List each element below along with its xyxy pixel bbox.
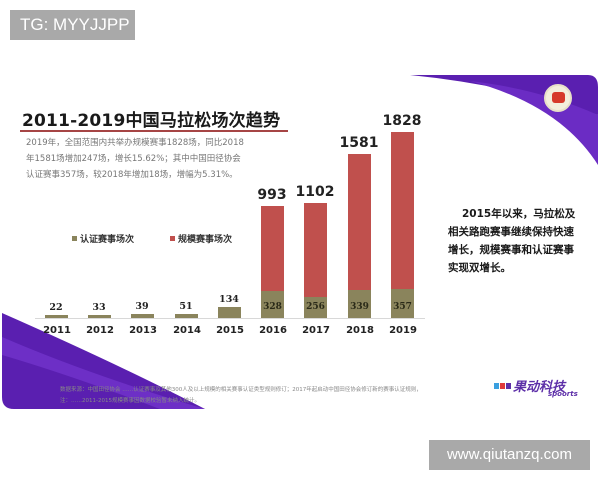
- summary-line: 相关路跑赛事继续保持快速: [448, 226, 574, 238]
- description-line: 年1581场增加247场，增长15.62%；其中中国田径协会: [26, 154, 241, 164]
- description: 2019年，全国范围内共举办规模赛事1828场，同比2018 年1581场增加2…: [26, 135, 251, 183]
- inner-label-2018: 339: [350, 302, 369, 312]
- logo-text: 果动科技: [513, 380, 566, 395]
- value-label-2014: 51: [179, 301, 193, 312]
- value-label-2013: 39: [135, 301, 149, 312]
- summary-line: 实现双增长。: [448, 262, 511, 274]
- x-tick-label: 2011: [43, 325, 71, 336]
- logo-blocks-icon: [494, 382, 511, 389]
- legend-swatch-certified: [72, 236, 77, 241]
- summary-line: 增长，规模赛事和认证赛事: [448, 244, 574, 256]
- footnote-line: 数据来源：中国田径协会 ……认证赛事及其他300人及以上规模的相关赛事认证类型规…: [60, 387, 422, 393]
- legend-label: 认证赛事场次: [80, 235, 135, 245]
- logo-subtext: spoorts: [548, 390, 578, 398]
- legend-item-certified: 认证赛事场次: [72, 232, 134, 245]
- watermark-url-badge: www.qiutanzq.com: [429, 440, 590, 470]
- value-label-2011: 22: [49, 302, 63, 313]
- x-tick-label: 2014: [173, 325, 201, 336]
- value-label-2012: 33: [92, 302, 106, 313]
- x-tick-label: 2012: [86, 325, 114, 336]
- bar-2014: [175, 314, 198, 318]
- bar-2012: [88, 315, 111, 318]
- emblem-flag-icon: [552, 92, 565, 103]
- legend-label: 规模赛事场次: [178, 235, 233, 245]
- value-label-2016: 993: [257, 187, 287, 203]
- description-line: 2019年，全国范围内共举办规模赛事1828场，同比2018: [26, 138, 244, 148]
- x-tick-label: 2016: [259, 325, 287, 336]
- bar-2019: [391, 132, 414, 318]
- chart-title: 2011-2019中国马拉松场次趋势: [22, 111, 281, 131]
- footnote-line: 注：……2011-2015规模赛事因数据校验暂未纳入统计。: [60, 398, 200, 404]
- bar-2011: [45, 315, 68, 318]
- value-label-2015: 134: [219, 294, 239, 305]
- inner-label-2019: 357: [393, 302, 412, 312]
- legend-item-scale: 规模赛事场次: [170, 232, 232, 245]
- value-label-2019: 1828: [382, 113, 422, 129]
- description-line: 认证赛事357场，较2018年增加18场，增幅为5.31%。: [26, 170, 238, 180]
- bar-2015: [218, 307, 241, 318]
- legend-swatch-scale: [170, 236, 175, 241]
- title-underline: [20, 130, 288, 132]
- value-label-2017: 1102: [295, 184, 335, 200]
- x-tick-label: 2013: [129, 325, 157, 336]
- value-label-2018: 1581: [339, 135, 379, 151]
- bar-2017: [304, 203, 327, 318]
- bar-2016: [261, 206, 284, 318]
- summary-line: 2015年以来，马拉松及: [462, 208, 576, 220]
- x-tick-label: 2017: [302, 325, 330, 336]
- inner-label-2016: 328: [263, 302, 282, 312]
- summary-text: 2015年以来，马拉松及 相关路跑赛事继续保持快速 增长，规模赛事和认证赛事 实…: [448, 205, 598, 277]
- x-axis-line: [35, 318, 425, 319]
- x-tick-label: 2015: [216, 325, 244, 336]
- bar-2013: [131, 314, 154, 318]
- inner-label-2017: 256: [306, 302, 325, 312]
- x-tick-label: 2019: [389, 325, 417, 336]
- athletics-association-emblem: [544, 84, 572, 112]
- bar-2018: [348, 154, 371, 318]
- x-tick-label: 2018: [346, 325, 374, 336]
- spoorts-logo: 果动科技: [494, 376, 565, 395]
- watermark-tg-badge: TG: MYYJJPP: [10, 10, 135, 40]
